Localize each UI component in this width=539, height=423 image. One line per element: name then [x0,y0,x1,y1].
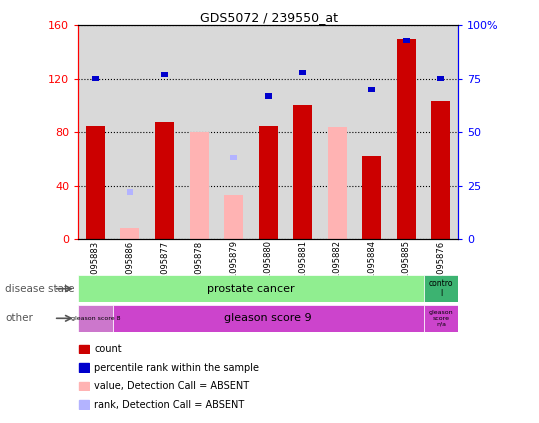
Text: gleason score 9: gleason score 9 [224,313,312,323]
Text: other: other [5,313,33,323]
Bar [216,25,251,239]
Text: GDS5072 / 239550_at: GDS5072 / 239550_at [201,11,338,24]
Bar [79,382,89,390]
Text: percentile rank within the sample: percentile rank within the sample [94,363,259,373]
Bar [299,70,306,75]
Bar [78,25,113,239]
Bar [78,305,113,332]
Bar [424,275,458,302]
Bar [190,132,209,239]
Text: prostate cancer: prostate cancer [207,284,295,294]
Bar [286,25,320,239]
Bar [79,363,89,372]
Bar [79,400,89,409]
Bar [424,305,458,332]
Bar [320,25,355,239]
Bar [121,228,140,239]
Bar [328,127,347,239]
Text: count: count [94,344,122,354]
Bar [79,344,89,353]
Bar [230,155,237,160]
Bar [293,105,312,239]
Bar [265,93,272,99]
Bar [362,156,381,239]
Bar [113,305,424,332]
Bar [224,195,243,239]
Text: contro
l: contro l [429,279,453,298]
Bar [368,87,375,92]
Bar [86,126,105,239]
Bar [127,190,134,195]
Bar [259,126,278,239]
Bar [438,76,444,82]
Bar [161,72,168,77]
Bar [182,25,216,239]
Text: disease state: disease state [5,284,75,294]
Bar [424,25,458,239]
Text: rank, Detection Call = ABSENT: rank, Detection Call = ABSENT [94,400,245,410]
Bar [113,25,147,239]
Bar [389,25,424,239]
Bar [397,39,416,239]
Text: gleason score 8: gleason score 8 [71,316,120,321]
Text: gleason
score
n/a: gleason score n/a [429,310,453,327]
Bar [251,25,286,239]
Bar [155,121,174,239]
Bar [355,25,389,239]
Bar [92,76,99,82]
Bar [147,25,182,239]
Bar [403,38,410,43]
Bar [431,102,451,239]
Text: value, Detection Call = ABSENT: value, Detection Call = ABSENT [94,381,250,391]
